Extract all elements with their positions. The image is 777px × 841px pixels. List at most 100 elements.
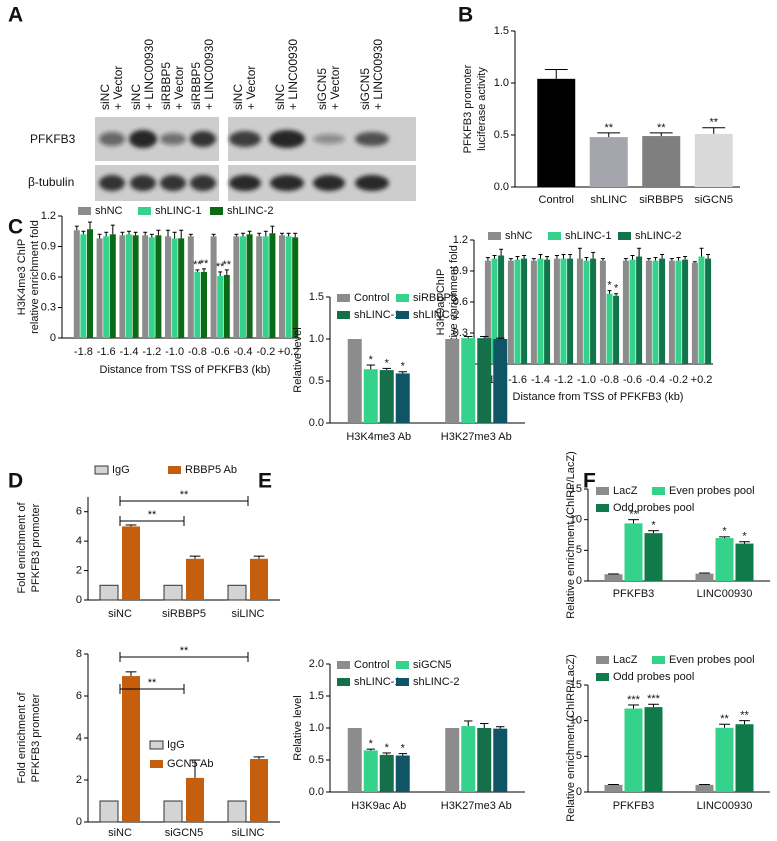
x-tick-label: LINC00930 <box>697 588 753 600</box>
bar <box>227 584 247 601</box>
y-tick-label: 15 <box>570 679 582 691</box>
y-tick-label: 1.5 <box>309 690 324 702</box>
y-tick-label: 0 <box>576 575 582 587</box>
legend-label: shLINC-2 <box>227 205 273 217</box>
bar <box>493 339 508 423</box>
bar <box>142 235 149 338</box>
bar <box>148 237 155 338</box>
panel-letter: A <box>8 4 23 27</box>
bar <box>250 759 268 822</box>
legend-swatch <box>596 504 609 512</box>
legend-label: RBBP5 Ab <box>185 464 237 476</box>
lane-label: + Vector <box>244 66 258 110</box>
y-axis-label: Fold enrichment of <box>16 502 28 594</box>
y-tick-label: 6 <box>76 690 82 702</box>
bar <box>279 235 285 338</box>
bar <box>553 258 560 364</box>
bar <box>163 800 183 823</box>
blot-band <box>160 133 186 145</box>
bar <box>659 258 666 364</box>
x-tick-label: +0.2 <box>691 374 713 386</box>
blot-row-label: β-tubulin <box>28 175 74 189</box>
bar <box>445 728 460 792</box>
x-tick-label: -0.2 <box>669 374 688 386</box>
y-tick-label: 0.9 <box>41 240 56 252</box>
bar <box>691 262 698 364</box>
bar <box>122 676 140 822</box>
bar <box>126 234 132 338</box>
legend-label: shLINC-2 <box>635 230 681 242</box>
bar <box>589 137 628 187</box>
y-tick-label: 2 <box>76 774 82 786</box>
significance-label: ** <box>148 509 157 521</box>
legend-swatch <box>396 661 409 669</box>
y-axis-label: H3K9ac ChIP <box>435 269 447 336</box>
bar <box>132 235 139 338</box>
blot-band <box>313 134 345 144</box>
y-tick-label: 1.5 <box>494 25 509 37</box>
legend-label: Control <box>354 292 389 304</box>
y-tick-label: 0.3 <box>453 327 468 339</box>
legend-swatch <box>149 740 164 750</box>
bar <box>194 271 201 338</box>
y-axis-label: PFKFB3 promoter <box>30 503 42 592</box>
legend-label: IgG <box>167 739 185 751</box>
bar <box>233 236 240 338</box>
legend-swatch <box>337 661 350 669</box>
lane-label: siRBBP5 <box>159 62 173 110</box>
y-tick-label: 0.5 <box>494 129 509 141</box>
x-tick-label: siNC <box>108 608 132 620</box>
x-tick-label: LINC00930 <box>697 800 753 812</box>
legend-swatch <box>596 673 609 681</box>
bar <box>567 258 574 364</box>
bar <box>695 784 714 792</box>
significance-label: * <box>401 361 406 373</box>
bar <box>622 260 629 364</box>
legend-label: LacZ <box>613 485 638 497</box>
x-tick-label: siRBBP5 <box>639 194 683 206</box>
legend-swatch <box>652 656 665 664</box>
bar <box>262 236 269 338</box>
x-tick-label: -1.6 <box>508 374 527 386</box>
bar <box>217 275 224 338</box>
bar <box>498 255 505 364</box>
y-axis-label: PFKFB3 promoter <box>462 64 474 153</box>
bar <box>735 724 754 792</box>
bar <box>694 133 733 187</box>
significance-label: * <box>385 742 390 754</box>
y-tick-label: 0.9 <box>453 265 468 277</box>
significance-label: ** <box>180 489 189 501</box>
bar <box>395 373 410 423</box>
x-tick-label: siLINC <box>231 608 264 620</box>
significance-label: ** <box>657 122 666 134</box>
bar <box>395 755 410 792</box>
bar <box>187 236 194 338</box>
bar <box>705 258 712 364</box>
blot-band <box>99 175 125 191</box>
bar <box>99 584 119 601</box>
x-tick-label: siGCN5 <box>165 827 204 839</box>
y-tick-label: 0.5 <box>309 754 324 766</box>
x-tick-label: siLINC <box>231 827 264 839</box>
y-tick-label: 4 <box>76 732 82 744</box>
bar <box>223 274 230 338</box>
blot-band <box>270 175 304 191</box>
y-tick-label: 10 <box>570 715 582 727</box>
panel-letter: F <box>583 470 596 493</box>
legend-swatch <box>150 760 163 768</box>
bar <box>606 293 613 364</box>
bar <box>484 260 491 364</box>
significance-label: * <box>651 520 656 532</box>
bar <box>256 236 263 338</box>
legend-swatch <box>337 294 350 302</box>
y-axis-label: luciferase activity <box>476 67 488 151</box>
blot-band <box>160 175 186 191</box>
y-tick-label: 5 <box>576 750 582 762</box>
bar <box>477 338 492 423</box>
bar <box>583 260 590 364</box>
y-axis-label: Relative enrichment (ChIRP/LacZ) <box>565 451 577 619</box>
x-tick-label: -0.2 <box>256 346 275 358</box>
legend-label: GCN5 Ab <box>167 758 213 770</box>
blot-band <box>190 131 216 147</box>
bar <box>240 236 246 338</box>
